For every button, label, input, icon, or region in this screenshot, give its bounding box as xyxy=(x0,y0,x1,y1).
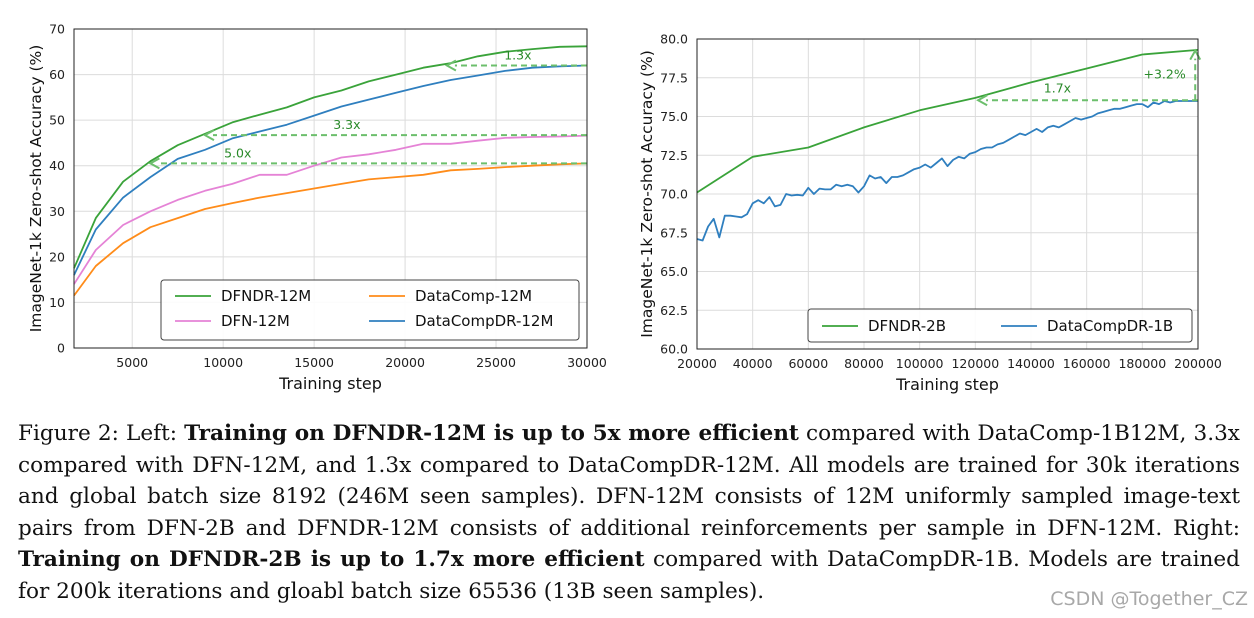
annotation-arrowhead xyxy=(1189,48,1202,61)
y-tick-label: 60 xyxy=(49,67,65,82)
y-tick-label: 80.0 xyxy=(660,32,688,47)
y-tick-label: 10 xyxy=(49,295,65,310)
x-tick-label: 15000 xyxy=(294,355,334,370)
annotation-label: 3.3x xyxy=(333,117,360,132)
legend-entry: DataCompDR-12M xyxy=(415,312,553,330)
x-tick-label: 25000 xyxy=(476,355,516,370)
figure-caption: Figure 2: Left: Training on DFNDR-12M is… xyxy=(18,418,1240,607)
annotation-arrowhead xyxy=(148,157,160,170)
x-axis-label: Training step xyxy=(278,374,382,393)
y-tick-label: 30 xyxy=(49,204,65,219)
x-tick-label: 140000 xyxy=(1007,356,1055,371)
plot-frame xyxy=(73,28,588,349)
watermark: CSDN @Together_CZ xyxy=(1050,588,1248,610)
plot-frame xyxy=(696,38,1199,350)
caption-bold-text: Training on DFNDR-12M is up to 5x more e… xyxy=(184,421,799,446)
caption-bold-text: Training on DFNDR-2B is up to 1.7x more … xyxy=(18,547,645,572)
series-line-datacompdr-12m xyxy=(73,64,588,276)
y-tick-label: 72.5 xyxy=(660,148,688,163)
annotation-label: +3.2% xyxy=(1143,67,1185,82)
y-tick-label: 50 xyxy=(49,113,65,128)
annotation-label: 5.0x xyxy=(224,145,251,160)
x-tick-label: 100000 xyxy=(896,356,944,371)
legend-entry: DFNDR-2B xyxy=(868,317,946,335)
annotation-label: 1.3x xyxy=(504,47,531,62)
y-tick-label: 70 xyxy=(49,22,65,37)
series-line-datacompdr-1b xyxy=(696,100,1198,242)
series-line-datacomp-12m xyxy=(73,162,588,297)
x-tick-label: 160000 xyxy=(1063,356,1111,371)
annotation-arrowhead xyxy=(444,59,457,72)
series-line-dfndr-12m xyxy=(73,45,588,269)
x-tick-label: 40000 xyxy=(733,356,773,371)
x-tick-label: 20000 xyxy=(385,355,425,370)
y-tick-label: 40 xyxy=(49,158,65,173)
x-tick-label: 80000 xyxy=(844,356,884,371)
series-line-dfn-12m xyxy=(73,134,588,285)
y-tick-label: 0 xyxy=(57,341,65,356)
x-tick-label: 120000 xyxy=(951,356,999,371)
x-tick-label: 30000 xyxy=(567,355,607,370)
y-tick-label: 62.5 xyxy=(660,303,688,318)
chart-left: 5000 10000 15000 20000 25000 30000 0 10 20 30 40 50… xyxy=(27,22,607,394)
x-tick-label: 60000 xyxy=(788,356,828,371)
y-axis-label: ImageNet-1k Zero-shot Accuracy (%) xyxy=(27,45,45,333)
series-line-dfndr-2b xyxy=(696,49,1199,194)
y-axis-label: ImageNet-1k Zero-shot Accuracy (%) xyxy=(638,50,656,338)
x-tick-label: 10000 xyxy=(203,355,243,370)
figure-charts: 5000 10000 15000 20000 25000 30000 0 10 20 30 40 50… xyxy=(27,22,1222,395)
y-tick-label: 20 xyxy=(49,249,65,264)
legend-box xyxy=(160,279,580,341)
y-tick-label: 70.0 xyxy=(660,187,688,202)
legend-entry: DFN-12M xyxy=(221,312,290,330)
annotation-label: 1.7x xyxy=(1044,81,1071,96)
x-tick-label: 200000 xyxy=(1174,356,1222,371)
chart-right: 20000 40000 60000 80000 100000 120000 140000 16… xyxy=(638,32,1222,395)
x-tick-label: 180000 xyxy=(1118,356,1166,371)
y-tick-label: 65.0 xyxy=(660,264,688,279)
caption-text: Figure 2: Left: xyxy=(18,421,185,446)
legend-entry: DataComp-12M xyxy=(415,287,532,305)
y-tick-label: 60.0 xyxy=(660,342,688,357)
caption-text: compared with DataComp-1B12M, 3.3x compa… xyxy=(18,421,1240,541)
annotation-arrowhead xyxy=(202,129,215,142)
annotation-arrowhead xyxy=(976,94,988,107)
x-tick-label: 5000 xyxy=(116,355,148,370)
legend-entry: DFNDR-12M xyxy=(221,287,311,305)
legend-box xyxy=(807,308,1193,343)
x-tick-label: 20000 xyxy=(677,356,717,371)
x-axis-label: Training step xyxy=(895,375,999,394)
legend-entry: DataCompDR-1B xyxy=(1047,317,1173,335)
caption-text: compared with DataCompDR-1B. Models are … xyxy=(18,547,1240,604)
y-tick-label: 67.5 xyxy=(660,225,688,240)
y-tick-label: 77.5 xyxy=(660,70,688,85)
y-tick-label: 75.0 xyxy=(660,109,688,124)
